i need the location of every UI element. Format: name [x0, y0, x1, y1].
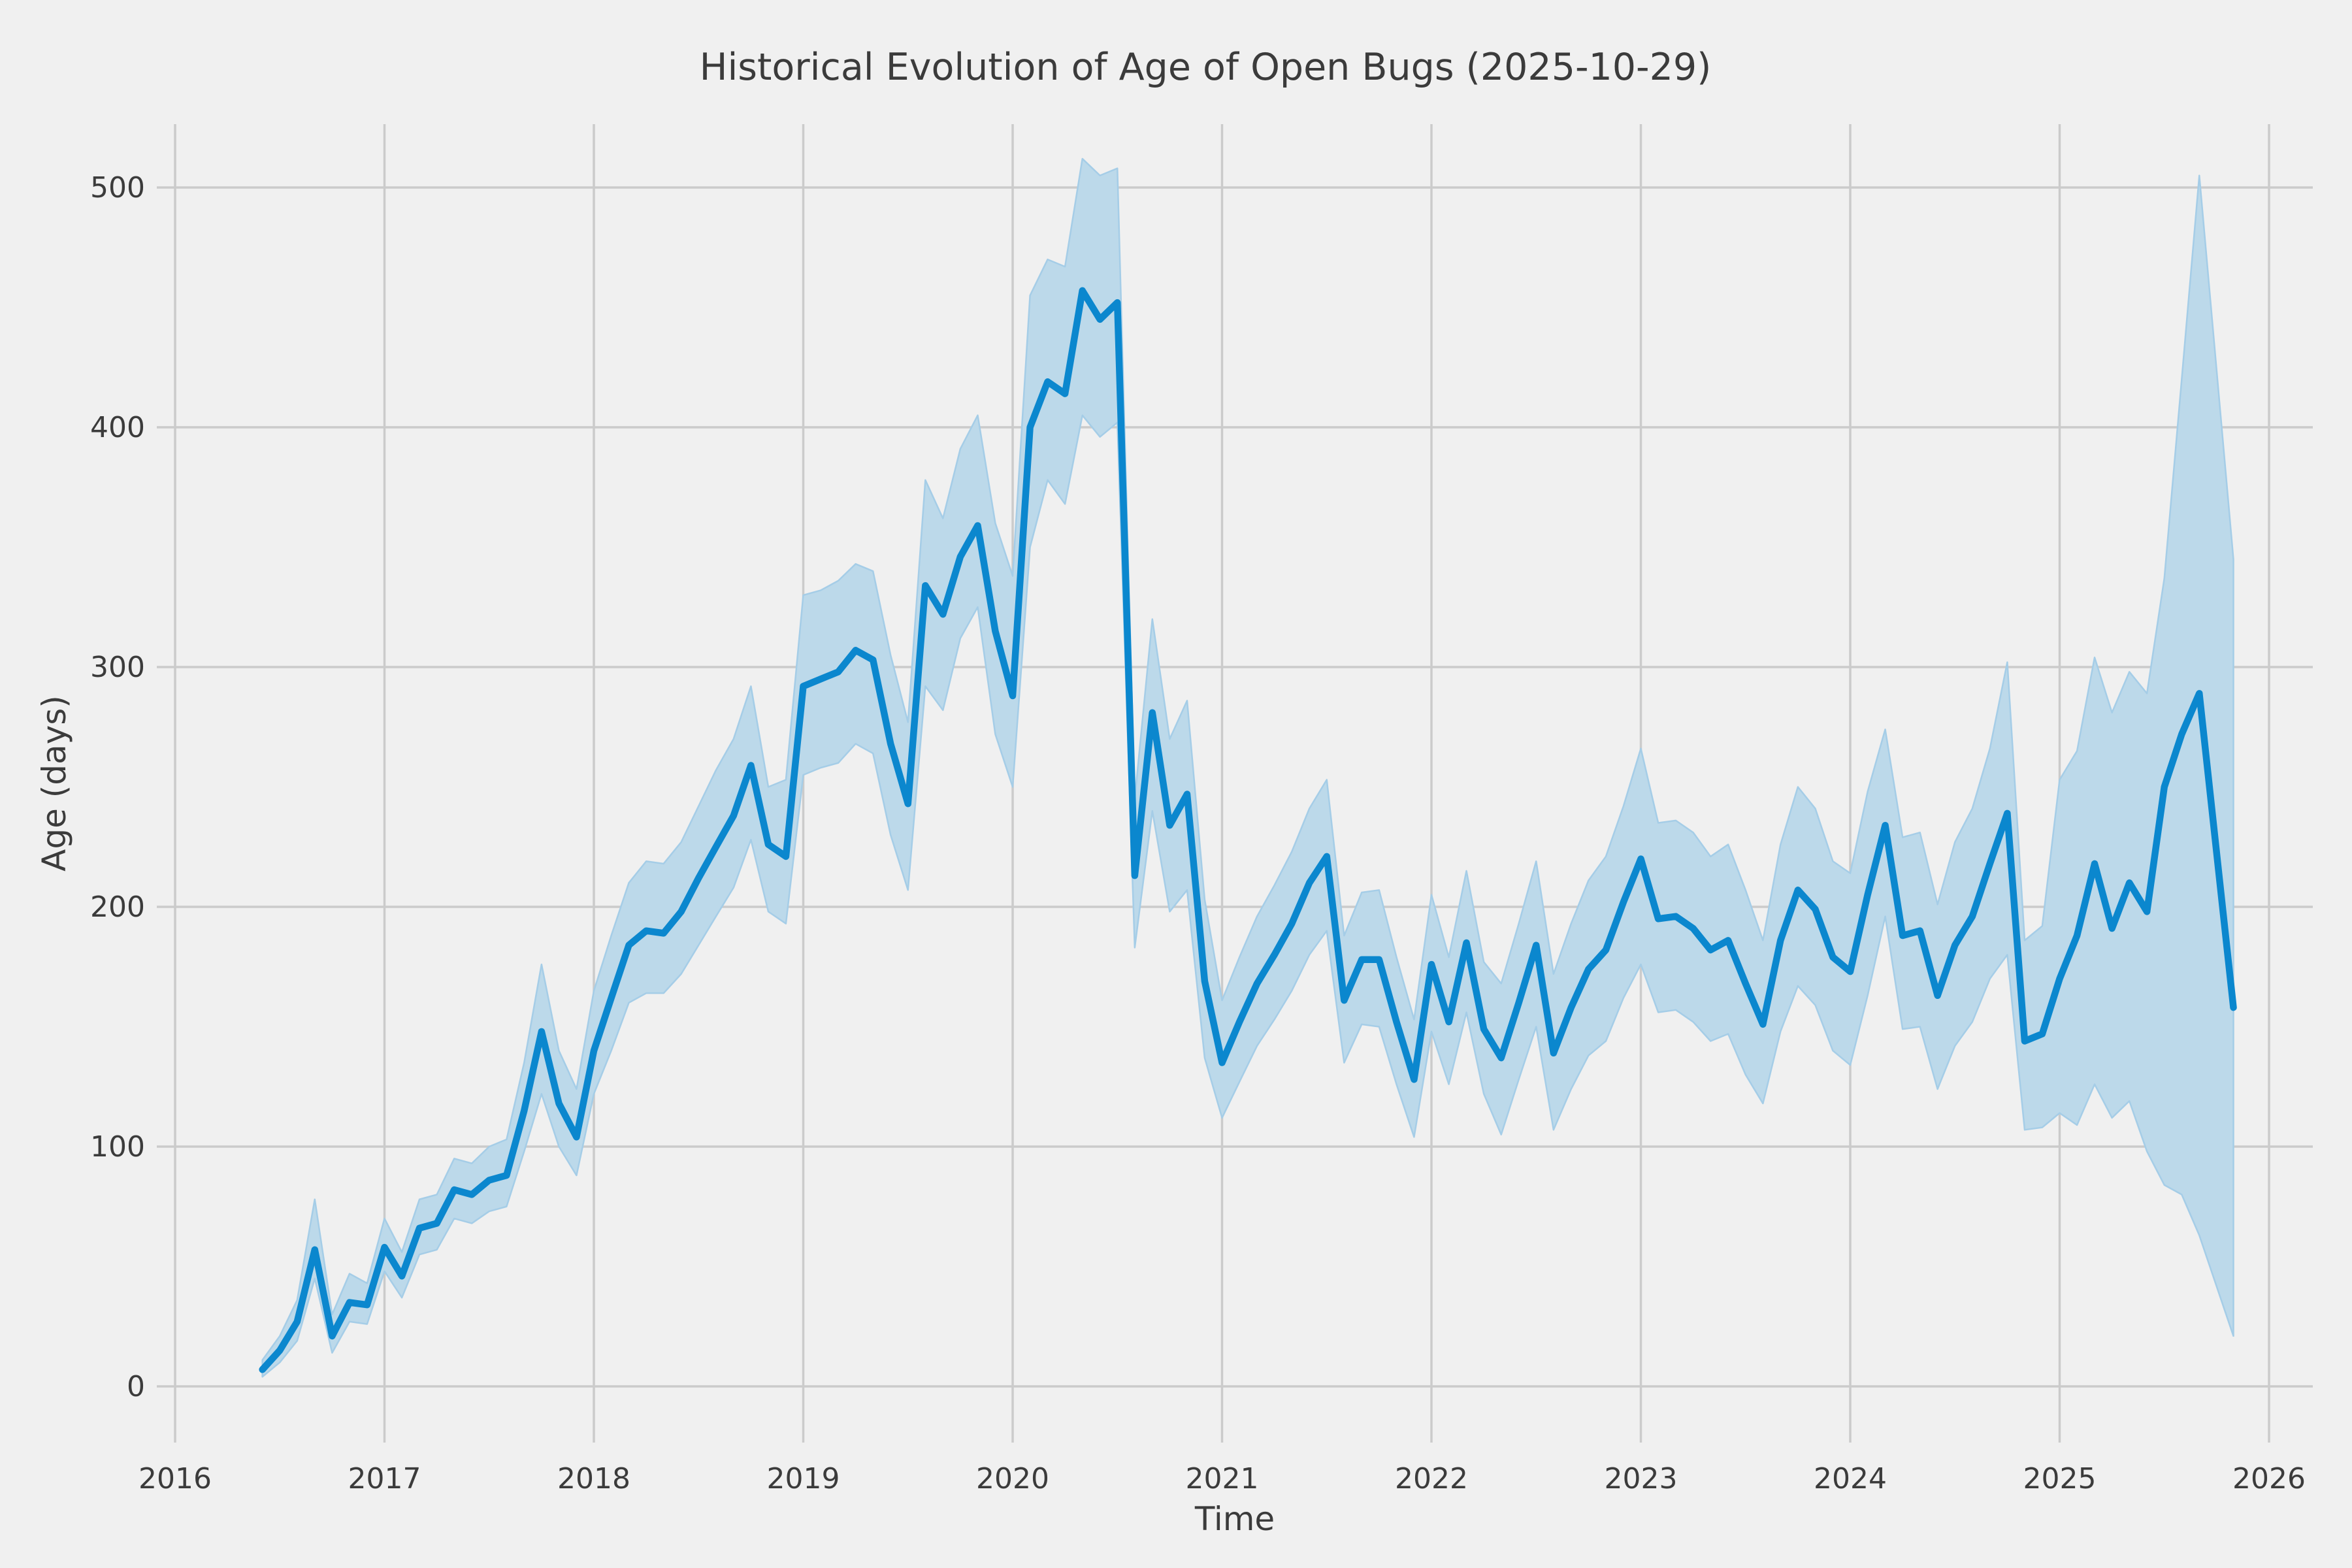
- x-tick-label: 2018: [557, 1462, 630, 1495]
- y-tick-label: 100: [90, 1130, 145, 1164]
- x-tick-labels: 2016 2017 2018 2019 2020 2021 2022 2023 2024 2025…: [139, 1462, 2306, 1495]
- x-tick-label: 2017: [348, 1462, 421, 1495]
- mean-age-line: [259, 287, 2237, 1373]
- x-tick-label: 2020: [976, 1462, 1049, 1495]
- confidence-band: [261, 157, 2234, 1378]
- y-tick-labels: 0 100 200 300 400 500: [90, 171, 145, 1403]
- x-tick-label: 2026: [2232, 1462, 2306, 1495]
- y-tick-label: 300: [90, 651, 145, 684]
- y-tick-label: 500: [90, 171, 145, 204]
- y-tick-label: 0: [127, 1370, 145, 1403]
- x-tick-label: 2023: [1605, 1462, 1678, 1495]
- x-tick-label: 2025: [2023, 1462, 2097, 1495]
- y-tick-label: 400: [90, 411, 145, 444]
- y-tick-label: 200: [90, 890, 145, 924]
- x-tick-label: 2016: [139, 1462, 212, 1495]
- x-tick-label: 2021: [1186, 1462, 1259, 1495]
- x-tick-label: 2022: [1395, 1462, 1468, 1495]
- x-axis-label: Time: [1194, 1500, 1275, 1538]
- chart-title: Historical Evolution of Age of Open Bugs…: [700, 46, 1712, 89]
- y-axis-label: Age (days): [35, 695, 73, 872]
- vertical-gridlines: [174, 124, 2270, 1443]
- x-tick-label: 2019: [767, 1462, 840, 1495]
- x-tick-label: 2024: [1814, 1462, 1887, 1495]
